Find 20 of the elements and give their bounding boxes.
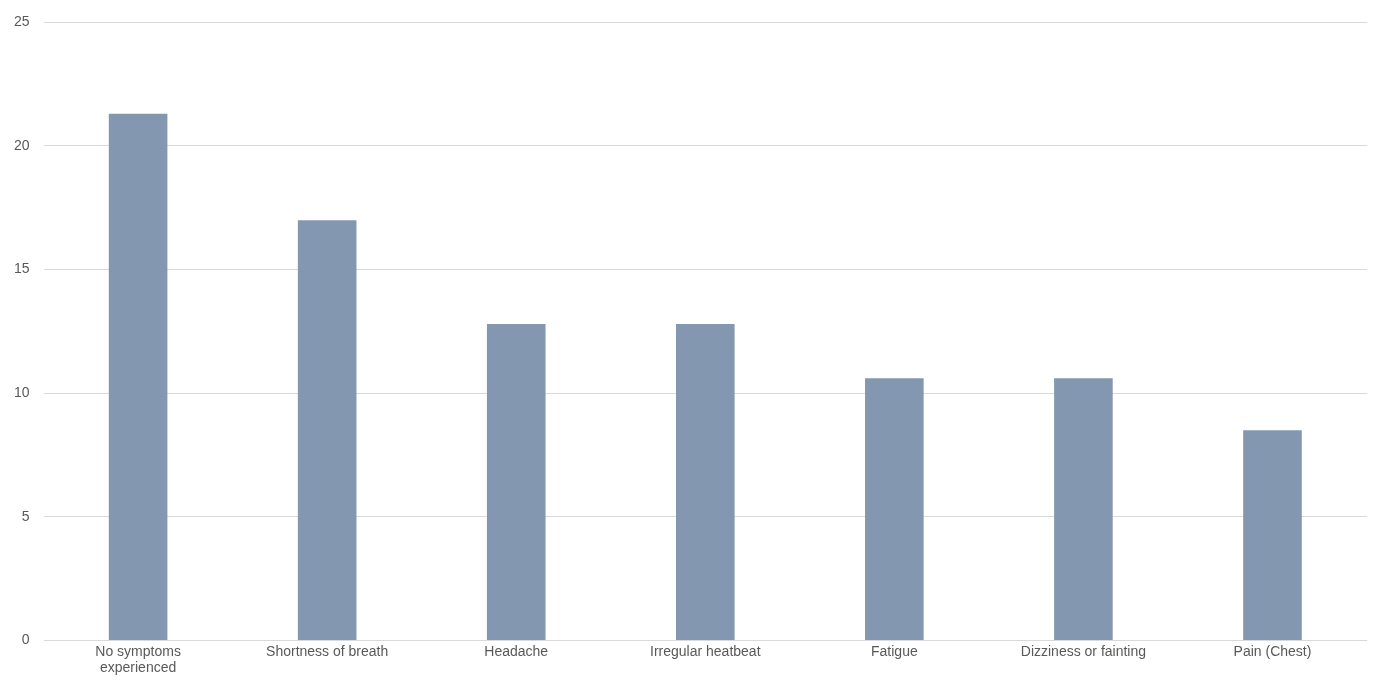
x-tick-label: Pain (Chest) [1233, 642, 1312, 659]
x-tick-label: No symptoms experienced [95, 642, 181, 676]
bar [865, 378, 924, 640]
x-tick-label: Headache [484, 642, 549, 659]
bar [108, 113, 168, 640]
y-tick-label: 20 [13, 136, 30, 153]
bar [486, 323, 546, 640]
bar [1243, 430, 1302, 640]
bar [1054, 378, 1113, 640]
x-tick-label: Dizziness or fainting [1020, 642, 1147, 659]
y-tick-label: 5 [21, 507, 30, 524]
y-tick-label: 10 [13, 384, 30, 401]
bar [297, 220, 357, 640]
y-tick-label: 0 [21, 631, 30, 648]
x-tick-label: Irregular heatbeat [650, 642, 761, 659]
y-tick-label: 15 [13, 260, 30, 277]
x-tick-label: Fatigue [871, 642, 918, 659]
x-tick-label: Shortness of breath [266, 642, 389, 659]
y-tick-label: 25 [13, 13, 30, 30]
bar [675, 323, 735, 640]
